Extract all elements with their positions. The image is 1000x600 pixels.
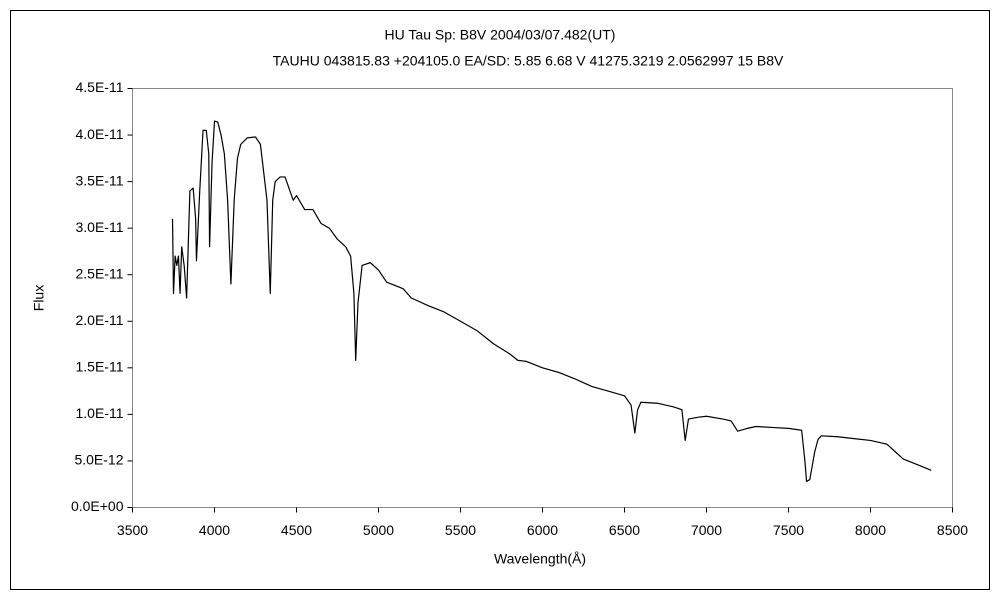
x-tick-label: 4000	[199, 522, 230, 538]
spectrum-line	[171, 120, 932, 483]
x-axis-label: Wavelength(Å)	[494, 551, 586, 567]
y-tick-label: 3.5E-11	[76, 172, 124, 188]
x-tick-label: 3500	[117, 522, 148, 538]
x-tick-label: 8500	[937, 522, 968, 538]
x-tick-label: 7000	[691, 522, 722, 538]
x-tick-label: 6500	[609, 522, 640, 538]
y-tick-label: 2.5E-11	[76, 265, 124, 281]
y-tick-label: 5.0E-12	[74, 452, 123, 468]
x-tick-label: 6000	[527, 522, 558, 538]
y-tick-label: 4.5E-11	[76, 79, 124, 95]
y-tick-label: 2.0E-11	[76, 312, 124, 328]
chart-title: HU Tau Sp: B8V 2004/03/07.482(UT)	[385, 27, 616, 43]
y-tick-label: 0.0E+00	[71, 498, 124, 514]
x-tick-label: 5500	[445, 522, 476, 538]
chart-subtitle: TAUHU 043815.83 +204105.0 EA/SD: 5.85 6.…	[273, 53, 784, 69]
y-tick-label: 4.0E-11	[76, 126, 124, 142]
x-tick-label: 5000	[363, 522, 394, 538]
x-tick-label: 8000	[855, 522, 886, 538]
y-tick-label: 1.5E-11	[76, 359, 124, 375]
x-tick-label: 7500	[773, 522, 804, 538]
plot-area	[132, 88, 953, 508]
x-tick-label: 4500	[281, 522, 312, 538]
y-axis-label: Flux	[31, 285, 47, 311]
y-tick-label: 3.0E-11	[76, 219, 124, 235]
y-tick-label: 1.0E-11	[76, 405, 124, 421]
